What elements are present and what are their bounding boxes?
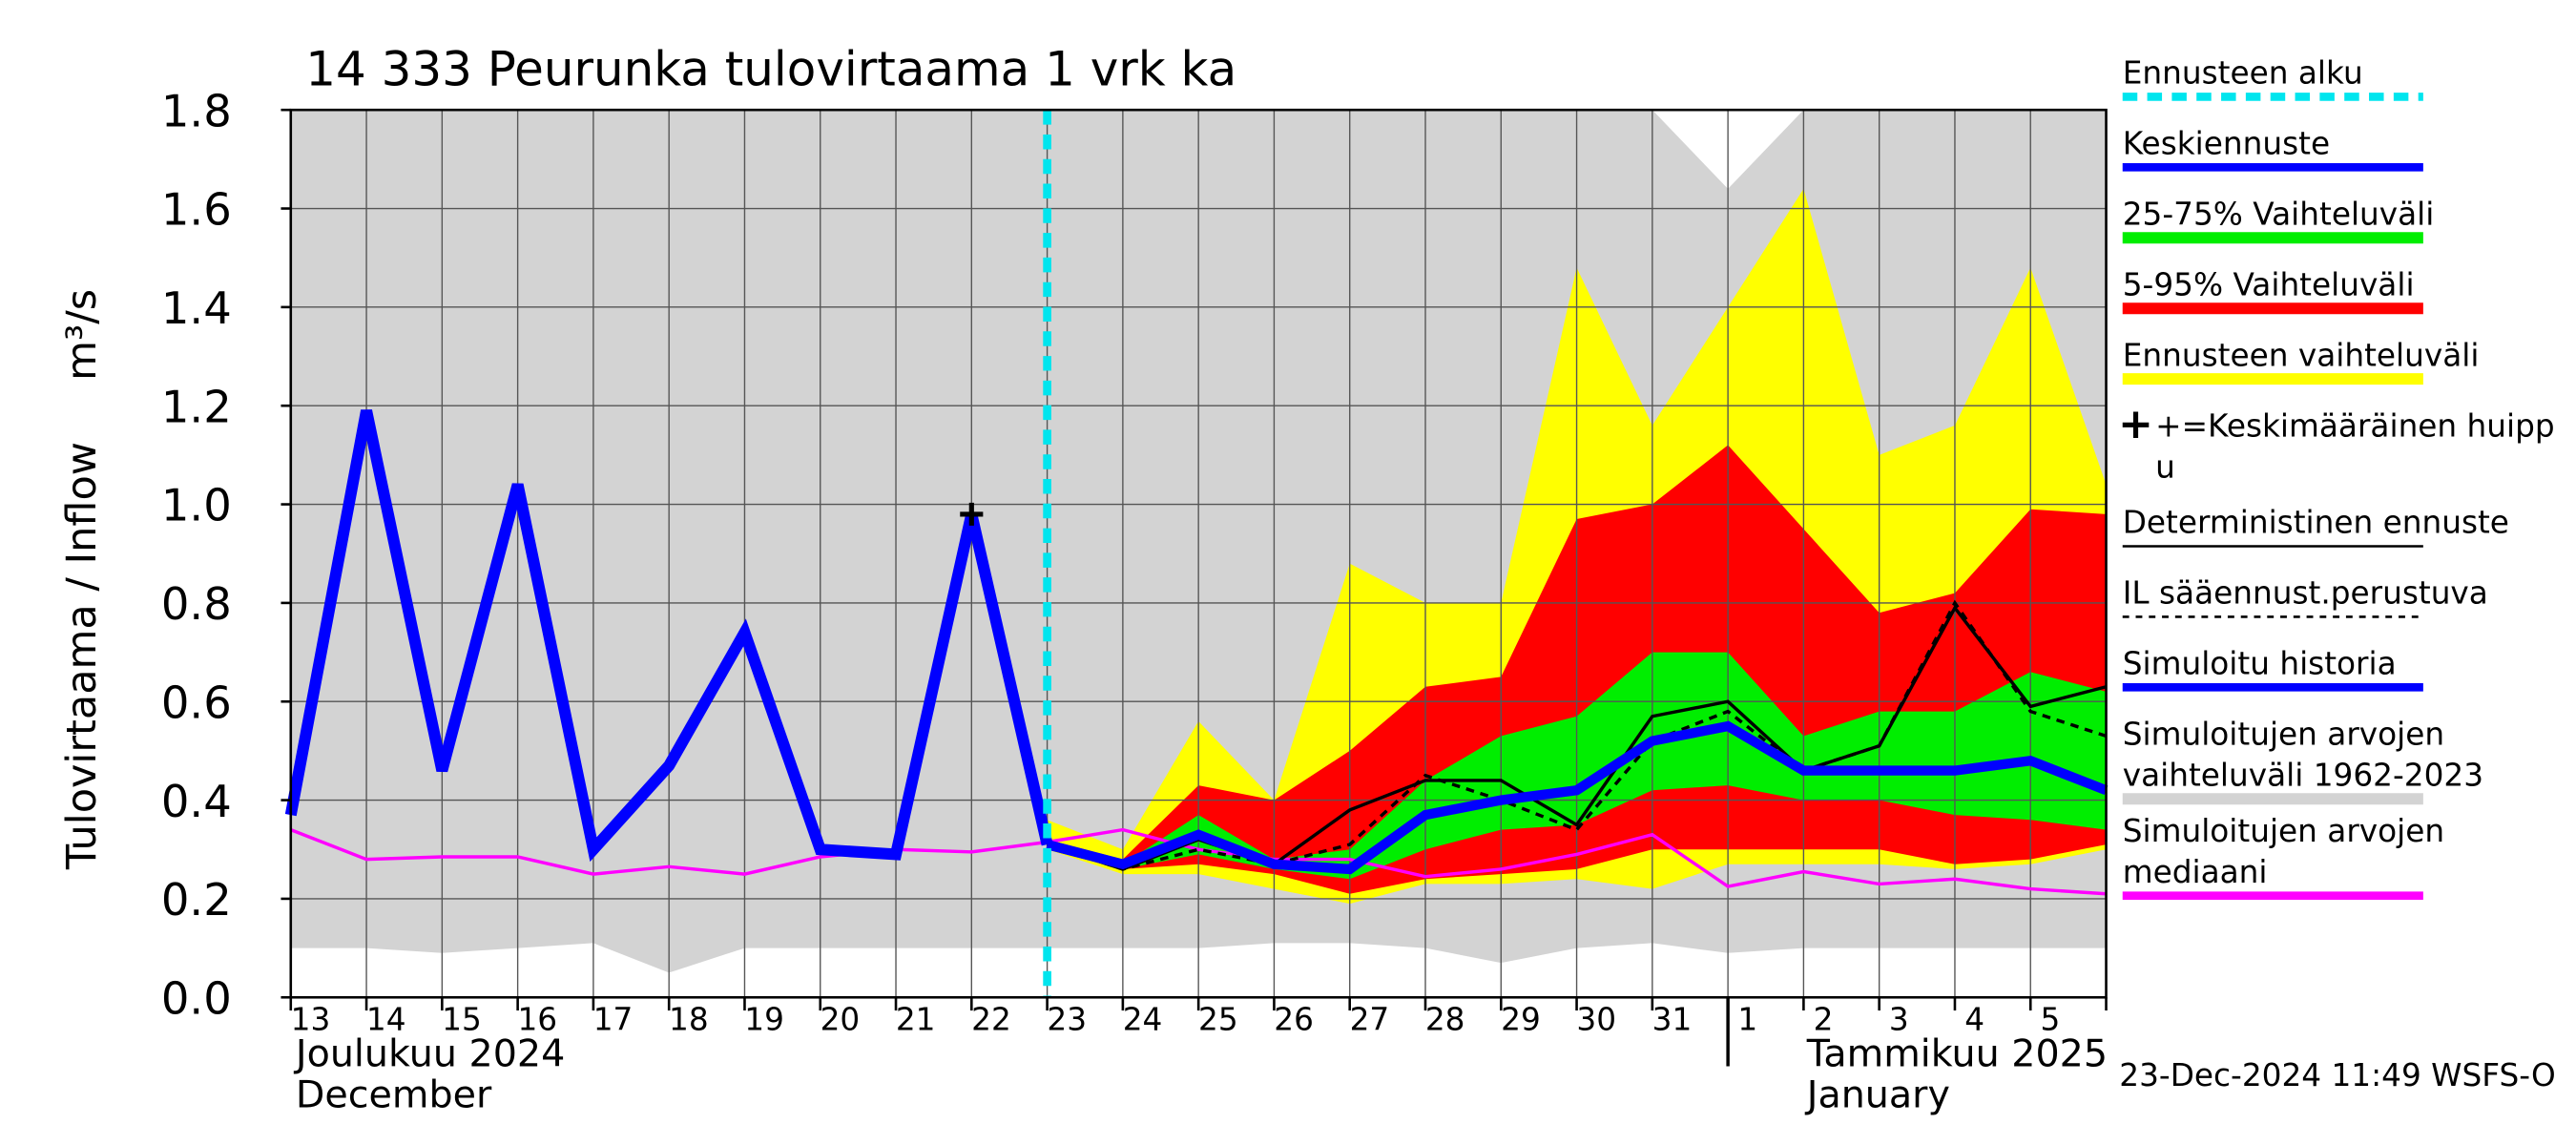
legend-label: Simuloitujen arvojen [2123, 813, 2444, 849]
x-tick-label: 15 [442, 1002, 482, 1038]
x-tick-label: 3 [1889, 1002, 1909, 1038]
legend-label: Ennusteen alku [2123, 55, 2363, 92]
legend-label: Simuloitujen arvojen [2123, 717, 2444, 753]
x-tick-label: 5 [2041, 1002, 2061, 1038]
y-tick-label: 0.2 [161, 874, 232, 926]
legend-label: +=Keskimääräinen huipp [2155, 407, 2554, 444]
peak-marker [960, 502, 984, 526]
x-tick-label: 4 [1964, 1002, 1984, 1038]
x-tick-label: 17 [593, 1002, 634, 1038]
y-tick-label: 1.8 [161, 85, 232, 136]
legend-label: Simuloitu historia [2123, 646, 2397, 682]
y-axis-label: Tulovirtaama / Inflow [58, 442, 106, 870]
x-tick-label: 26 [1274, 1002, 1314, 1038]
month-label: December [296, 1072, 492, 1116]
legend-label: Ennusteen vaihteluväli [2123, 337, 2480, 373]
month-label: Joulukuu 2024 [293, 1032, 565, 1076]
legend-label: u [2155, 448, 2175, 485]
legend-label: mediaani [2123, 854, 2268, 890]
x-tick-label: 13 [291, 1002, 331, 1038]
x-tick-label: 30 [1576, 1002, 1616, 1038]
x-tick-label: 19 [744, 1002, 784, 1038]
legend-label: 5-95% Vaihteluväli [2123, 266, 2415, 302]
series-line [1046, 720, 2109, 875]
x-tick-label: 29 [1501, 1002, 1541, 1038]
x-tick-label: 20 [821, 1002, 861, 1038]
month-label: January [1804, 1072, 1950, 1116]
x-tick-label: 31 [1652, 1002, 1693, 1038]
month-label: Tammikuu 2025 [1806, 1032, 2108, 1076]
x-tick-label: 24 [1123, 1002, 1163, 1038]
series-line [290, 827, 2107, 896]
plot-frame [289, 108, 2108, 999]
y-tick-label: 0.4 [161, 776, 232, 827]
plot-layer [284, 109, 2109, 998]
x-tick-label: 23 [1047, 1002, 1087, 1038]
legend-label: 25-75% Vaihteluväli [2123, 197, 2435, 233]
x-tick-label: 21 [896, 1002, 936, 1038]
chart-title: 14 333 Peurunka tulovirtaama 1 vrk ka [305, 41, 1236, 96]
legend-label: vaihteluväli 1962-2023 [2123, 758, 2483, 794]
y-tick-label: 0.6 [161, 677, 232, 728]
y-tick-label: 1.0 [161, 480, 232, 531]
x-tick-label: 25 [1198, 1002, 1238, 1038]
legend-label: IL sääennust.perustuva [2123, 575, 2488, 612]
x-tick-label: 22 [971, 1002, 1011, 1038]
y-axis-unit: m³/s [58, 289, 106, 381]
x-tick-label: 1 [1737, 1002, 1757, 1038]
x-tick-label: 18 [669, 1002, 709, 1038]
x-tick-label: 27 [1350, 1002, 1390, 1038]
series-line [284, 409, 1053, 863]
legend-swatch [2122, 411, 2150, 439]
legend-label: Deterministinen ennuste [2123, 505, 2509, 541]
x-tick-label: 14 [366, 1002, 406, 1038]
y-tick-label: 0.8 [161, 578, 232, 630]
x-tick-label: 28 [1425, 1002, 1465, 1038]
x-tick-label: 2 [1814, 1002, 1834, 1038]
legend-label: Keskiennuste [2123, 126, 2330, 162]
y-tick-label: 1.2 [161, 381, 232, 432]
timestamp: 23-Dec-2024 11:49 WSFS-O [2119, 1057, 2555, 1093]
y-tick-label: 1.4 [161, 282, 232, 334]
x-tick-label: 16 [517, 1002, 557, 1038]
y-tick-label: 1.6 [161, 184, 232, 236]
y-tick-label: 0.0 [161, 972, 232, 1024]
